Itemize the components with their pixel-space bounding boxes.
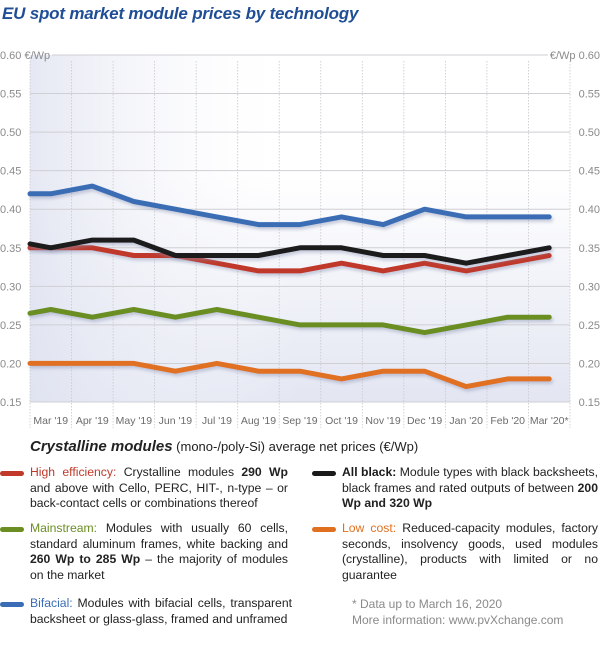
legend-swatch-all-black xyxy=(312,471,336,476)
legend-item-high-efficiency: High efficiency: Crystalline modules 290… xyxy=(0,465,288,512)
legend-item-all-black: All black: Module types with black backs… xyxy=(312,465,598,512)
x-tick-label: Oct '19 xyxy=(325,415,358,427)
legend-swatch-mainstream xyxy=(0,527,24,532)
footnote-data-note: * Data up to March 16, 2020 xyxy=(352,597,503,611)
legend-item-bifacial: Bifacial: Modules with bifacial cells, t… xyxy=(0,596,292,627)
x-tick-label: Jan '20 xyxy=(449,415,483,427)
y-tick-label-right: 0.55 xyxy=(579,89,600,101)
legend-name: Mainstream: xyxy=(30,521,98,535)
x-tick-label: Dec '19 xyxy=(407,415,442,427)
y-axis-right: €/Wp 0.60 0.55 0.50 0.45 0.40 0.35 0.30 0.25 0.2… xyxy=(550,50,600,409)
y-tick-label-right: 0.30 xyxy=(579,281,600,293)
legend-text: and above with Cello, PERC, HIT-, n-type… xyxy=(30,480,288,511)
series-lines xyxy=(27,183,552,390)
legend-swatch-bifacial xyxy=(0,602,24,607)
plot-background xyxy=(30,55,570,402)
series-line-high-efficiency xyxy=(27,245,552,274)
series-line-mainstream xyxy=(27,307,552,336)
price-chart: 0.60 €/Wp 0.55 0.50 0.45 0.40 0.35 0.30 0.25 0.2… xyxy=(0,50,600,428)
y-tick-label-left: 0.30 xyxy=(0,281,21,293)
y-tick-label-right: 0.40 xyxy=(579,204,600,216)
y-tick-label-right: 0.20 xyxy=(579,358,600,370)
legend-item-low-cost: Low cost: Reduced-capacity modules, fact… xyxy=(312,521,599,583)
legend-heading-strong: Crystalline modules xyxy=(30,438,173,455)
y-tick-label-left: 0.25 xyxy=(0,320,21,332)
legend-bold: 200 Wp and 320 Wp xyxy=(342,480,598,511)
y-tick-label-left: 0.60 €/Wp xyxy=(0,50,50,62)
y-tick-label-right: 0.45 xyxy=(579,166,600,178)
legend-text: Reduced-capacity modules, factory second… xyxy=(342,521,599,582)
y-tick-label-right: 0.35 xyxy=(579,243,600,255)
footnote-more-info: More information: www.pvXchange.com xyxy=(352,613,564,627)
y-tick-label-left: 0.40 xyxy=(0,204,21,216)
legend-text: – the majority of modules on the market xyxy=(30,552,288,582)
y-tick-label-left: 0.15 xyxy=(0,397,21,409)
x-tick-label: May '19 xyxy=(116,415,153,427)
legend-name: Low cost: xyxy=(342,521,397,535)
y-tick-label-right: 0.50 xyxy=(579,127,600,139)
y-tick-label-left: 0.35 xyxy=(0,243,21,255)
y-tick-label-right: 0.25 xyxy=(579,320,600,332)
y-axis-left: 0.60 €/Wp 0.55 0.50 0.45 0.40 0.35 0.30 0.25 0.2… xyxy=(0,50,50,409)
y-tick-label-right: €/Wp 0.60 xyxy=(550,50,600,62)
legend-name: All black: xyxy=(342,465,397,479)
legend-text: Crystalline modules xyxy=(116,465,242,479)
footnote: * Data up to March 16, 2020 More informa… xyxy=(352,596,563,628)
x-tick-label: Feb '20 xyxy=(490,415,525,427)
series-line-all-black xyxy=(27,237,552,266)
x-axis: Mar '19 Apr '19 May '19 Jun '19 Jul '19 Aug '… xyxy=(33,415,568,427)
legend-item-mainstream: Mainstream: Modules with usually 60 cell… xyxy=(0,521,288,583)
y-tick-label-left: 0.55 xyxy=(0,89,21,101)
plot-area-shade xyxy=(30,55,570,402)
x-tick-label: Mar '20* xyxy=(530,415,569,427)
legend-bold: 260 Wp to 285 Wp xyxy=(30,552,141,566)
y-tick-label-left: 0.20 xyxy=(0,358,21,370)
x-tick-label: Apr '19 xyxy=(76,415,109,427)
y-tick-label-left: 0.50 xyxy=(0,127,21,139)
x-tick-label: Jul '19 xyxy=(202,415,232,427)
series-line-bifacial xyxy=(27,183,552,228)
legend-swatch-high-efficiency xyxy=(0,471,24,476)
series-line-low-cost xyxy=(27,360,552,390)
legend-bold: 290 Wp xyxy=(241,465,288,479)
legend-name: Bifacial: xyxy=(30,596,73,610)
legend-text: Modules with bifacial cells, transparent… xyxy=(30,596,292,626)
legend-text: Modules with usually 60 cells, standard … xyxy=(30,521,288,551)
chart-title: EU spot market module prices by technolo… xyxy=(2,4,359,23)
x-tick-label: Nov '19 xyxy=(365,415,400,427)
y-tick-label-left: 0.45 xyxy=(0,166,21,178)
x-tick-label: Sep '19 xyxy=(282,415,317,427)
x-tick-label: Jun '19 xyxy=(159,415,193,427)
legend-heading-rest: (mono-/poly-Si) average net prices (€/Wp… xyxy=(172,439,419,454)
legend-name: High efficiency: xyxy=(30,465,117,479)
legend-swatch-low-cost xyxy=(312,527,336,532)
x-tick-label: Mar '19 xyxy=(33,415,68,427)
y-tick-label-right: 0.15 xyxy=(579,397,600,409)
legend-heading: Crystalline modules (mono-/poly-Si) aver… xyxy=(30,438,418,455)
legend-text: Module types with black backsheets, blac… xyxy=(342,465,598,495)
x-tick-label: Aug '19 xyxy=(241,415,276,427)
